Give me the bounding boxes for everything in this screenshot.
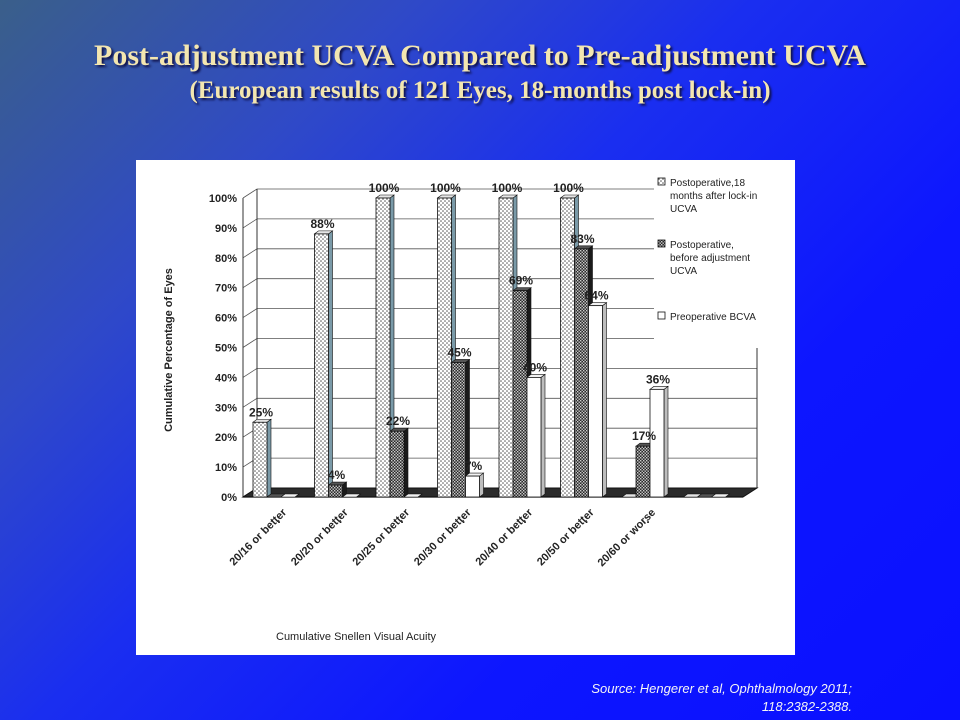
x-tick-label: 20/50 or better: [535, 506, 597, 568]
data-label: 22%: [386, 414, 410, 428]
y-tick-label: 40%: [215, 372, 237, 384]
data-label: 100%: [553, 181, 584, 195]
legend-swatch: [657, 311, 666, 320]
x-tick-mark: .: [400, 512, 403, 526]
x-tick-mark: .: [646, 512, 649, 526]
legend: Postoperative,18 months after lock-in UCVA…: [654, 170, 790, 348]
bar: [341, 493, 362, 498]
bar: [450, 358, 471, 498]
legend-label: Postoperative,18 months after lock-in UCVA: [670, 178, 757, 215]
data-label: 17%: [632, 429, 656, 443]
y-tick-label: 60%: [215, 313, 237, 325]
x-tick-mark: .: [339, 512, 342, 526]
source-line-2: 118:2382-2388.: [761, 699, 852, 714]
bar: [327, 481, 348, 498]
legend-label: Postoperative, before adjustment UCVA: [670, 240, 750, 277]
data-label: 64%: [584, 289, 608, 303]
data-label: 100%: [492, 181, 523, 195]
data-label: 25%: [249, 405, 273, 419]
gridline-side: [242, 368, 258, 378]
data-label: 45%: [447, 345, 471, 359]
data-label: 100%: [430, 181, 461, 195]
data-label: 7%: [465, 459, 483, 473]
x-tick-label: 20/25 or better: [350, 506, 412, 568]
y-tick-label: 50%: [215, 343, 237, 355]
y-axis-label: Cumulative Percentage of Eyes: [163, 268, 175, 432]
data-label: 40%: [523, 360, 547, 374]
bar: [252, 418, 272, 498]
bar: [710, 493, 731, 498]
x-tick-label: 20/20 or better: [289, 506, 351, 568]
data-label: 100%: [369, 181, 400, 195]
bar: [403, 493, 423, 498]
data-label: 69%: [509, 274, 533, 288]
bar: [389, 427, 409, 498]
y-tick-label: 100%: [209, 193, 237, 205]
data-label: 4%: [328, 468, 346, 482]
bar: [375, 194, 395, 498]
bar: [526, 373, 546, 498]
gridline-side: [242, 218, 258, 229]
bar: [280, 493, 300, 498]
y-tick-label: 70%: [215, 283, 237, 295]
legend-label: Preoperative BCVA: [670, 312, 756, 323]
bars-layer: [252, 194, 731, 498]
x-tick-mark: .: [462, 512, 465, 526]
bar: [313, 230, 334, 498]
bar-chart: 0%10%20%30%40%50%60%70%80%90%100%.20/16 …: [163, 170, 790, 643]
chart-panel: 0% 10% 20% 30% 40% 50% 60% 70% 80% 90% 100%. 20/16 …: [136, 160, 795, 655]
gridline-side: [242, 248, 258, 259]
bar: [464, 472, 485, 498]
title-line-1: Post-adjustment UCVA Compared to Pre-adj…: [94, 39, 866, 72]
legend-swatch: [657, 177, 666, 186]
gridline-side: [242, 308, 258, 318]
y-tick-label: 20%: [215, 432, 237, 444]
x-tick-mark: .: [585, 512, 588, 526]
y-tick-label: 0%: [221, 492, 237, 504]
data-label: 83%: [570, 232, 594, 246]
data-label: 88%: [310, 217, 334, 231]
gridline-side: [242, 278, 258, 289]
x-tick-label: 20/16 or better: [227, 506, 289, 568]
x-axis-label: Cumulative Snellen Visual Acuity: [276, 631, 436, 643]
legend-swatch: [657, 239, 666, 248]
x-tick-label: 20/60 or worse: [596, 507, 659, 570]
y-tick-label: 80%: [215, 253, 237, 265]
source-line-1: Source: Hengerer et al, Ophthalmology 20…: [591, 681, 852, 696]
source-citation: Source: Hengerer et al, Ophthalmology 20…: [452, 680, 852, 716]
data-label: 36%: [646, 372, 670, 386]
x-tick-label: 20/40 or better: [473, 506, 535, 568]
x-tick-mark: .: [277, 512, 280, 526]
slide-title: Post-adjustment UCVA Compared to Pre-adj…: [0, 38, 960, 108]
x-tick-mark: .: [523, 512, 526, 526]
bar: [587, 302, 608, 498]
gridline-side: [242, 188, 258, 199]
y-tick-label: 30%: [215, 402, 237, 414]
title-line-2: (European results of 121 Eyes, 18-months…: [189, 77, 771, 104]
gridline-side: [242, 397, 258, 408]
bar: [649, 385, 669, 498]
y-tick-label: 90%: [215, 223, 237, 235]
labels-layer: 25% 88% 4% 100% 22% 100% 45% 7% 100% 69% 40% 100% 83…: [249, 181, 670, 482]
legend-box: [654, 170, 790, 348]
gridline-side: [242, 338, 258, 348]
y-tick-label: 10%: [215, 462, 237, 474]
x-tick-label: 20/30 or better: [412, 506, 474, 568]
